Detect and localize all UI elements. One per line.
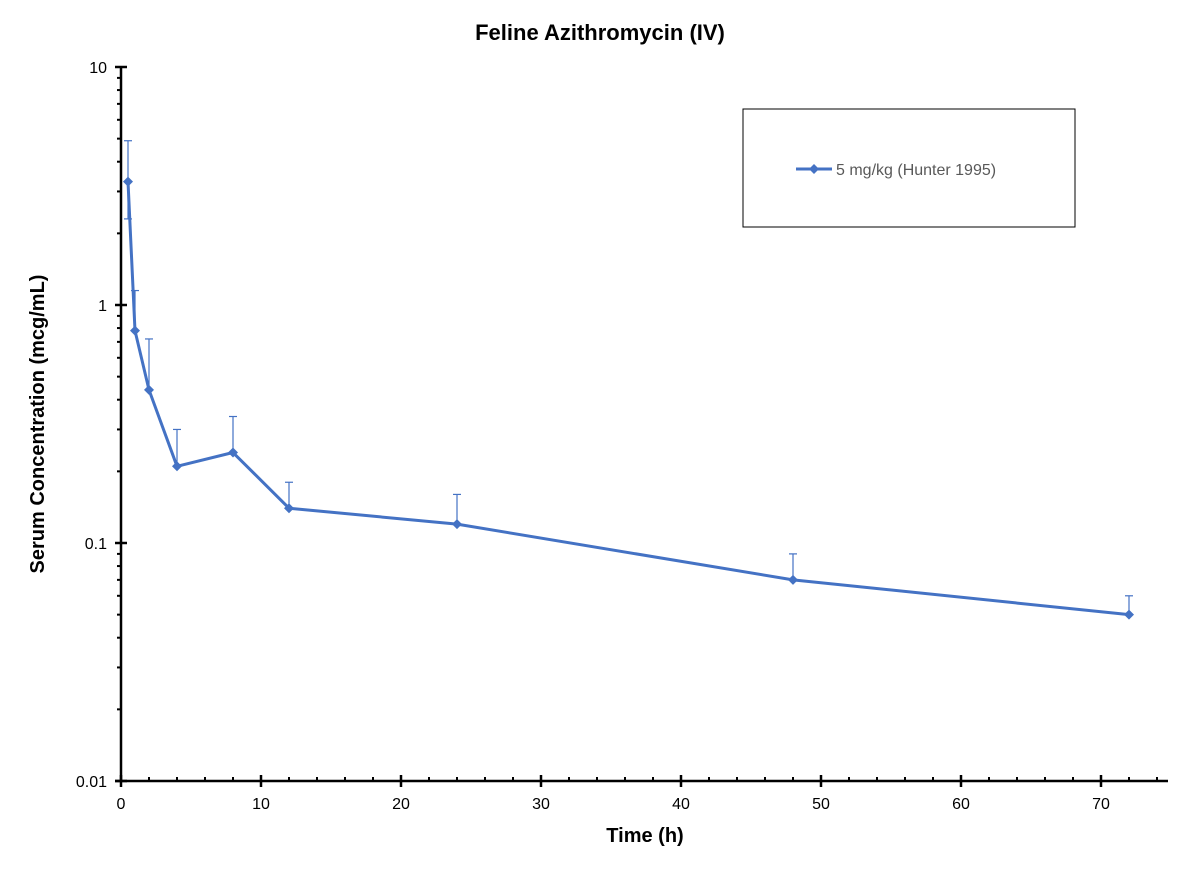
y-axis-label: Serum Concentration (mcg/mL)	[27, 275, 49, 574]
x-tick-label: 50	[812, 796, 830, 813]
data-series	[123, 140, 1134, 620]
data-point-diamond-icon	[172, 461, 182, 472]
x-tick-label: 60	[952, 796, 970, 813]
y-tick-label: 0.1	[85, 536, 107, 553]
x-axis-label: Time (h)	[606, 825, 683, 847]
data-point-diamond-icon	[1124, 609, 1134, 620]
x-tick-label: 70	[1092, 796, 1110, 813]
data-point-diamond-icon	[452, 519, 462, 530]
legend: 5 mg/kg (Hunter 1995)	[742, 108, 1076, 228]
data-point-diamond-icon	[228, 447, 238, 458]
chart-title: Feline Azithromycin (IV)	[475, 20, 725, 45]
data-point-diamond-icon	[130, 325, 140, 336]
data-point-diamond-icon	[788, 574, 798, 585]
series-line	[126, 181, 1130, 617]
data-point-diamond-icon	[123, 176, 133, 187]
x-tick-label: 10	[252, 796, 270, 813]
x-tick-label: 20	[392, 796, 410, 813]
x-tick-label: 40	[672, 796, 690, 813]
x-tick-label: 30	[532, 796, 550, 813]
legend-diamond-marker-icon	[809, 164, 819, 174]
x-tick-label: 0	[117, 796, 126, 813]
y-tick-label: 10	[89, 60, 107, 77]
y-tick-label: 1	[98, 298, 107, 315]
y-tick-label: 0.01	[76, 774, 107, 791]
data-point-diamond-icon	[284, 503, 294, 514]
axes: 0.01 0.1 1 10 0 10 20 30 40 50 60 70	[76, 60, 1168, 813]
data-point-diamond-icon	[144, 384, 154, 395]
legend-entry-label: 5 mg/kg (Hunter 1995)	[836, 162, 996, 179]
